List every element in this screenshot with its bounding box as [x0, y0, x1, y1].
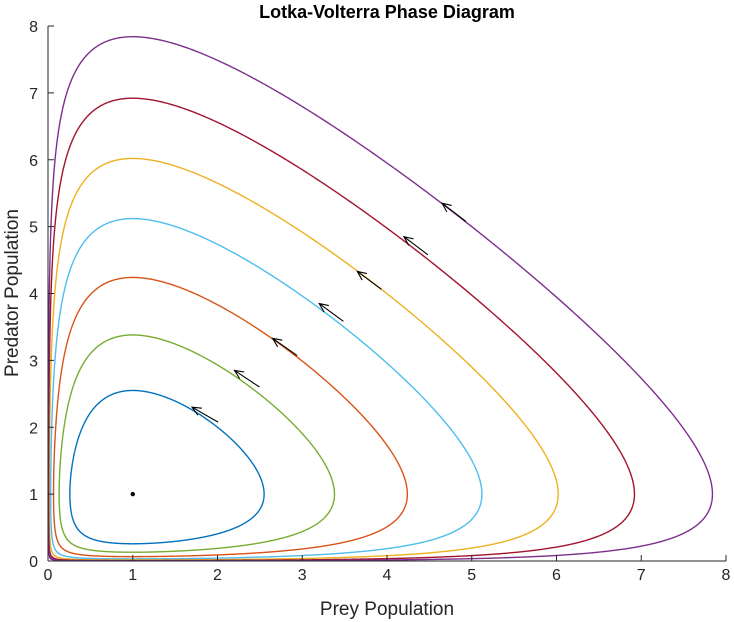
x-ticks: 0 1 2 3 4 5 6 7 8	[44, 555, 731, 584]
direction-arrow	[402, 235, 429, 256]
orbit-line	[52, 276, 409, 558]
y-tick-label: 1	[29, 487, 38, 504]
equilibrium-point	[130, 491, 135, 497]
x-axis-label: Prey Population	[320, 599, 454, 620]
y-ticks: 0 1 2 3 4 5 6 7 8	[29, 19, 54, 571]
x-tick-label: 8	[722, 567, 731, 584]
x-tick-label: 4	[383, 567, 392, 584]
direction-arrow	[233, 369, 260, 388]
arrow-layer	[190, 202, 467, 423]
orbit-layer	[47, 36, 714, 562]
x-tick-label: 2	[213, 567, 222, 584]
y-tick-label: 2	[29, 420, 38, 437]
direction-arrow	[190, 406, 219, 423]
orbit-line	[58, 334, 336, 553]
orbit-line	[47, 36, 714, 562]
orbit-line	[47, 97, 636, 562]
orbit-line	[49, 217, 483, 560]
direction-arrow	[318, 302, 344, 322]
direction-arrow	[356, 270, 382, 290]
y-tick-label: 6	[29, 153, 38, 170]
y-tick-label: 4	[29, 287, 38, 304]
x-tick-label: 3	[298, 567, 307, 584]
direction-arrow	[271, 337, 298, 356]
y-tick-label: 0	[29, 554, 38, 571]
x-tick-label: 5	[467, 567, 476, 584]
x-tick-label: 6	[552, 567, 561, 584]
x-tick-label: 7	[637, 567, 646, 584]
y-tick-label: 7	[29, 86, 38, 103]
y-tick-label: 5	[29, 220, 38, 237]
y-tick-label: 3	[29, 353, 38, 370]
y-tick-label: 8	[29, 19, 38, 36]
direction-arrow	[441, 202, 467, 222]
x-tick-label: 1	[128, 567, 137, 584]
chart-title: Lotka-Volterra Phase Diagram	[259, 2, 515, 22]
x-tick-label: 0	[44, 567, 53, 584]
orbit-line	[69, 389, 265, 545]
y-axis-label: Predator Population	[2, 209, 23, 377]
